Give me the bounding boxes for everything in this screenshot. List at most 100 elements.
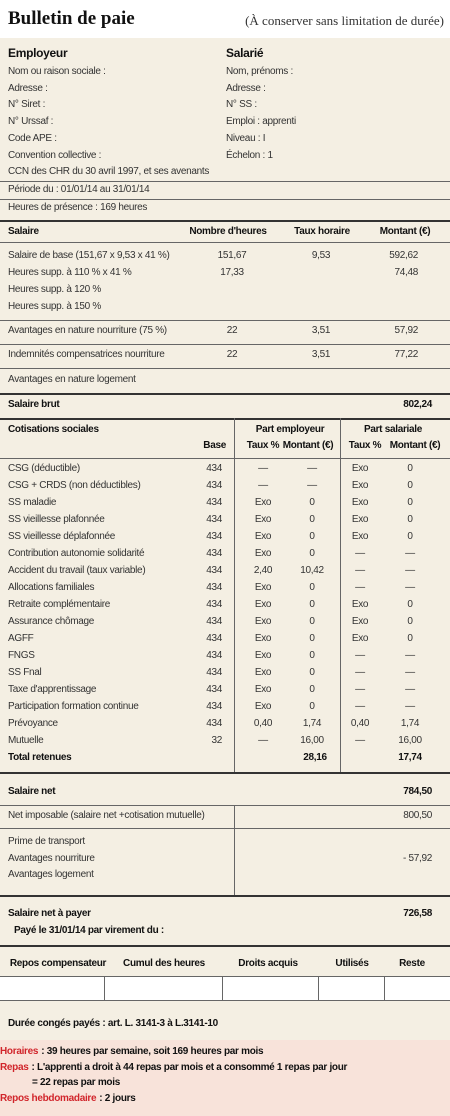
contribution-cell: — [405,667,415,678]
contribution-cell: Exo [254,548,272,559]
contribution-cell: 0,40 [350,718,370,729]
salary-cell: Heures supp. à 110 % x 41 % [8,267,132,278]
contribution-cell: Exo [254,684,272,695]
employer-line: CCN des CHR du 30 avril 1997, et ses ave… [8,166,210,178]
title-band [0,0,450,38]
contribution-cell: Assurance chômage [8,616,95,627]
column-rule [384,976,385,1000]
note-text: : 2 jours [99,1092,136,1104]
contribution-cell: 434 [206,616,222,627]
rule [0,181,450,182]
contribution-cell: 0 [407,497,413,508]
contribution-cell: 0 [407,480,413,491]
leave: Durée congés payés : art. L. 3141-3 à L.… [8,1018,218,1029]
paid: Payé le 31/01/14 par virement du : [14,925,164,936]
column-rule [234,418,235,772]
contribution-cell: AGFF [8,633,34,644]
contribution-cell: — [355,667,365,678]
note-text: : L'apprenti a droit à 44 repas par mois… [31,1061,348,1073]
employer-part: Part employeur [255,424,325,435]
to-pay-label: Salaire net à payer [8,908,91,919]
contribution-cell: 434 [206,633,222,644]
contribution-cell: — [258,480,268,491]
rule [0,805,450,806]
rule [0,828,450,829]
contribution-cell: 1,74 [400,718,420,729]
contribution-cell: 434 [206,718,222,729]
gross-label: Salaire brut [8,399,60,410]
contribution-cell: 0 [309,701,315,712]
rest-cells [0,977,450,1000]
column-header: Montant (€) [379,226,431,237]
rule [0,199,450,200]
column-header: Taux horaire [294,226,350,237]
contribution-cell: Exo [254,497,272,508]
employee-line: Emploi : apprenti [226,116,296,128]
column-header: Salaire [8,226,39,237]
adjustment-label: Avantages nourriture [8,852,95,864]
contribution-cell: CSG + CRDS (non déductibles) [8,480,141,491]
contribution-cell: 0 [407,633,413,644]
contribution-cell: Exo [351,616,369,627]
employer-line: Convention collective : [8,149,102,161]
rest-header: Reste [399,958,425,969]
rule [0,344,450,345]
contribution-cell: Exo [254,582,272,593]
contribution-cell: 0,40 [253,718,273,729]
salary-cell: 74,48 [394,267,418,278]
contribution-cell: — [307,480,317,491]
salary-cell: Avantages en nature logement [8,374,136,385]
title: Bulletin de paie [8,7,135,29]
contribution-cell: 0 [309,582,315,593]
note-label: Repas [0,1061,29,1073]
net-amount: 784,50 [403,786,432,797]
contribution-cell: Exo [254,701,272,712]
contribution-cell: Mutuelle [8,735,44,746]
rule [0,458,450,459]
column-rule [234,805,235,895]
rule [0,393,450,395]
contribution-cell: 0 [309,514,315,525]
contribution-cell: 0 [407,463,413,474]
salary-cell: Salaire de base (151,67 x 9,53 x 41 %) [8,250,170,261]
contribution-cell: 434 [206,565,222,576]
salary-cell: 3,51 [311,325,331,336]
notes-band [0,1040,450,1116]
contribution-cell: — [405,582,415,593]
contribution-cell: 0 [309,531,315,542]
contribution-cell: — [355,650,365,661]
contribution-cell: Accident du travail (taux variable) [8,565,146,576]
contribution-cell: Exo [254,599,272,610]
contribution-cell: Exo [254,667,272,678]
contribution-cell: Exo [254,514,272,525]
contribution-cell: Exo [254,616,272,627]
contribution-cell: 0 [309,497,315,508]
contribution-cell: Participation formation continue [8,701,139,712]
contribution-cell: Exo [254,633,272,644]
contribution-cell: 434 [206,701,222,712]
adjustment-amount: - 57,92 [402,852,432,864]
hours: Heures de présence : 169 heures [8,202,148,213]
contribution-cell: 0 [309,599,315,610]
contribution-cell: 0 [407,616,413,627]
contribution-cell: 434 [206,480,222,491]
contribution-cell: 16,00 [398,735,422,746]
salary-cell: Avantages en nature nourriture (75 %) [8,325,167,336]
rule [0,368,450,369]
contribution-cell: SS vieillesse plafonnée [8,514,105,525]
column-rule [318,976,319,1000]
contribution-cell: — [355,684,365,695]
contribution-cell: — [355,565,365,576]
employee-part: Part salariale [363,424,423,435]
contribution-cell: 434 [206,667,222,678]
total-employee: 17,74 [398,752,422,763]
rule [0,320,450,321]
taxable-label: Net imposable (salaire net +cotisation m… [8,810,205,821]
column-rule [222,976,223,1000]
salary-cell: 77,22 [394,349,418,360]
base-header: Base [203,440,226,451]
employer-heading: Employeur [8,46,68,60]
contribution-cell: 434 [206,497,222,508]
adjustment-label: Prime de transport [8,836,85,847]
